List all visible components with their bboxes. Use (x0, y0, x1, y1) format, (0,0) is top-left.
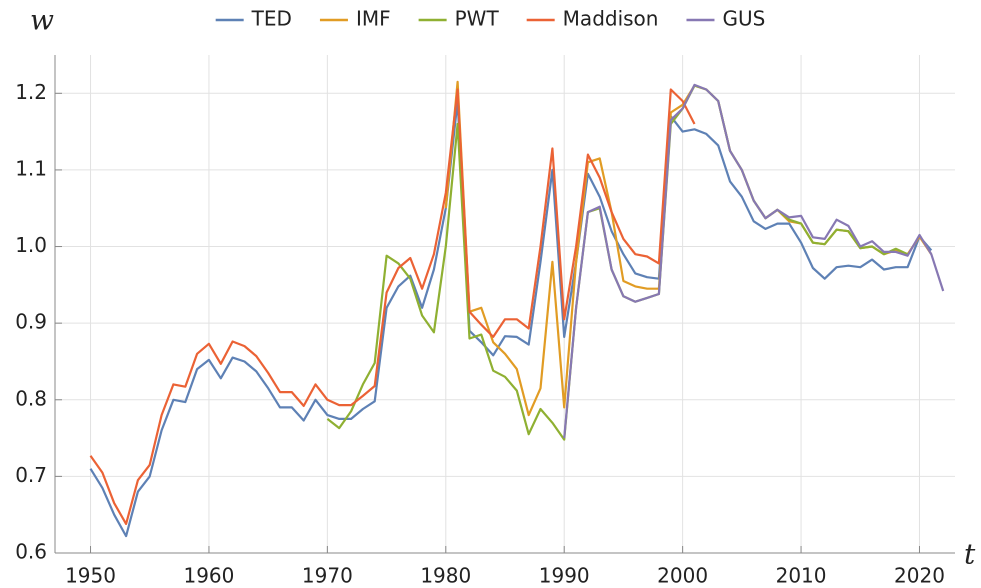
legend-label: IMF (356, 7, 391, 31)
legend-label: Maddison (563, 7, 659, 31)
legend-label: GUS (722, 7, 765, 31)
line-series (89, 99, 933, 538)
legend-label: TED (251, 7, 292, 31)
legend-label: PWT (455, 7, 500, 31)
x-tick-label: 2010 (776, 564, 827, 588)
y-tick-label: 1.2 (15, 80, 47, 104)
y-axis-label: w (30, 4, 54, 37)
legend: TED IMF PWT Maddison GUS (215, 7, 765, 31)
y-tick-label: 0.6 (15, 540, 47, 564)
x-tick-label: 1980 (420, 564, 471, 588)
x-tick-label: 1970 (302, 564, 353, 588)
x-tick-label: 1990 (539, 564, 590, 588)
x-tick-label: 2020 (894, 564, 945, 588)
y-tick-label: 0.9 (15, 310, 47, 334)
y-tick-label: 0.7 (15, 463, 47, 487)
line-series (563, 83, 945, 439)
line-series (444, 80, 933, 417)
line-series (89, 88, 696, 525)
y-tick-label: 0.8 (15, 386, 47, 410)
line-series (326, 84, 909, 441)
x-tick-label: 1950 (65, 564, 116, 588)
y-tick-label: 1.0 (15, 233, 47, 257)
x-tick-label: 2000 (657, 564, 708, 588)
x-axis-label: t (964, 538, 976, 571)
x-tick-label: 1960 (183, 564, 234, 588)
y-tick-label: 1.1 (15, 156, 47, 180)
